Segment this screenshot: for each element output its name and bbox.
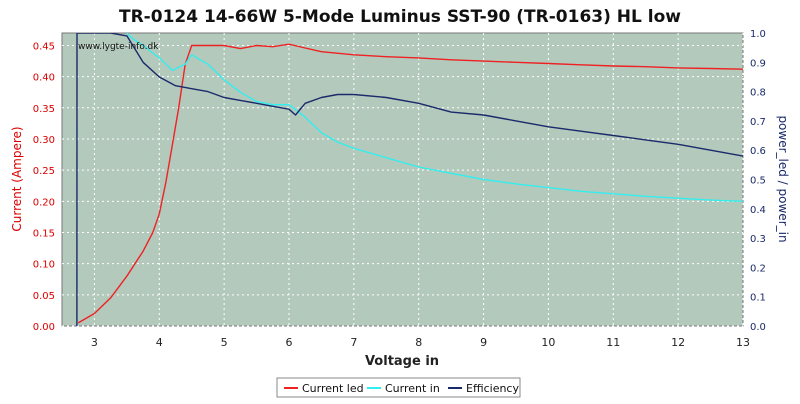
x-axis-label: Voltage in (365, 354, 439, 369)
legend-label-current-led: Current led (302, 382, 364, 395)
right-tick-label: 0.2 (750, 263, 766, 274)
legend: Current led Current in Efficiency (276, 377, 521, 398)
right-tick-label: 0.4 (750, 205, 766, 216)
x-tick-label: 10 (541, 336, 555, 349)
left-tick-label: 0.10 (33, 260, 55, 271)
right-tick-label: 0.0 (750, 322, 766, 333)
x-tick-label: 9 (480, 336, 487, 349)
series-line-current-led (77, 43, 743, 324)
x-tick-label: 6 (286, 336, 293, 349)
x-tick-label: 5 (221, 336, 228, 349)
right-tick-label: 0.7 (750, 117, 766, 128)
x-tick-label: 3 (91, 336, 98, 349)
right-tick-label: 0.8 (750, 88, 766, 99)
legend-box (276, 377, 521, 398)
left-tick-label: 0.20 (33, 197, 55, 208)
legend-label-current-in: Current in (385, 382, 440, 395)
watermark: www.lygte-info.dk (78, 42, 159, 52)
left-tick-label: 0.25 (33, 166, 55, 177)
right-tick-label: 1.0 (750, 29, 766, 40)
x-tick-label: 13 (736, 336, 750, 349)
x-tick-label: 12 (671, 336, 685, 349)
left-tick-label: 0.05 (33, 291, 55, 302)
left-tick-label: 0.00 (33, 322, 55, 333)
left-tick-label: 0.30 (33, 135, 55, 146)
right-tick-label: 0.9 (750, 58, 766, 69)
right-axis-label: power_led / power_in (776, 115, 790, 242)
x-tick-label: 4 (156, 336, 163, 349)
chart-title: TR-0124 14-66W 5-Mode Luminus SST-90 (TR… (119, 7, 681, 27)
right-tick-label: 0.1 (750, 293, 766, 304)
x-tick-label: 8 (415, 336, 422, 349)
left-tick-label: 0.15 (33, 228, 55, 239)
left-axis-ticks: 0.00 0.05 0.10 0.15 0.20 0.25 0.30 0.35 0.40 0.45 (33, 41, 55, 333)
left-tick-label: 0.45 (33, 41, 55, 52)
plot-area (61, 32, 744, 327)
series-line-current-in (126, 33, 743, 202)
grid (62, 33, 744, 327)
left-tick-label: 0.35 (33, 104, 55, 115)
right-tick-label: 0.3 (750, 234, 766, 245)
left-axis-label: Current (Ampere) (10, 126, 24, 231)
x-tick-label: 7 (350, 336, 357, 349)
right-axis-ticks: 0.0 0.1 0.2 0.3 0.4 0.5 0.6 0.7 0.8 0.9 1.0 (750, 29, 766, 333)
x-tick-label: 11 (606, 336, 620, 349)
right-tick-label: 0.5 (750, 176, 766, 187)
left-tick-label: 0.40 (33, 73, 55, 84)
series-layer (76, 33, 743, 326)
x-axis-ticks: 3 4 5 6 7 8 9 10 11 12 13 (91, 336, 750, 349)
right-tick-label: 0.6 (750, 146, 766, 157)
legend-label-efficiency: Efficiency (466, 382, 519, 395)
series-line-efficiency (76, 33, 743, 326)
